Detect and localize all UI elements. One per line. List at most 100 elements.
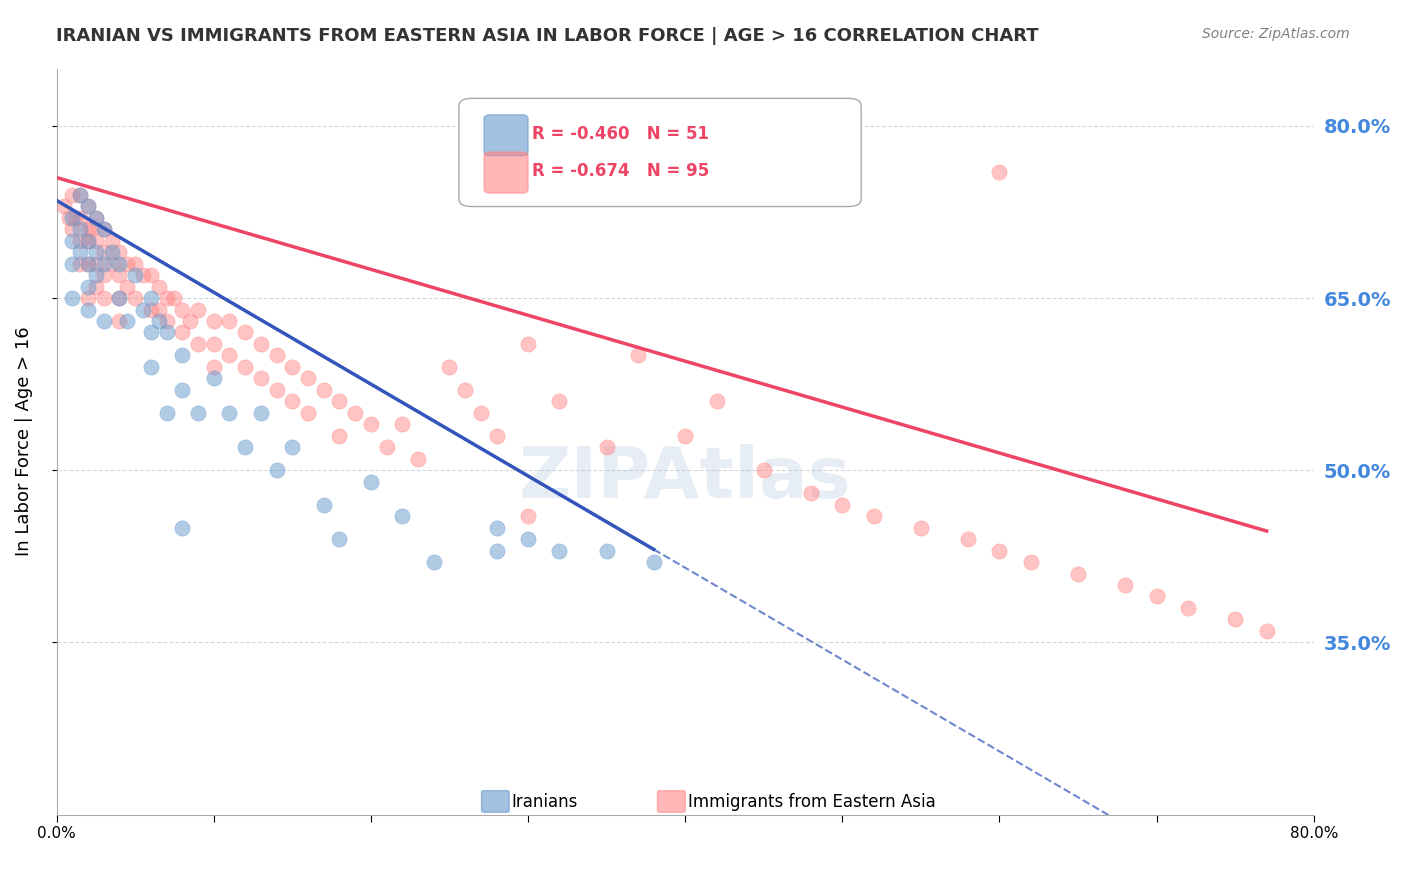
Y-axis label: In Labor Force | Age > 16: In Labor Force | Age > 16 (15, 326, 32, 557)
Point (187, 302, 209, 317)
Point (69, 222, 91, 236)
Point (93, 222, 115, 236)
Point (218, 348, 240, 362)
Point (100, 245, 122, 260)
Point (673, 429, 696, 443)
Text: IRANIAN VS IMMIGRANTS FROM EASTERN ASIA IN LABOR FORCE | AGE > 16 CORRELATION CH: IRANIAN VS IMMIGRANTS FROM EASTERN ASIA … (56, 27, 1039, 45)
Point (281, 359, 304, 374)
Point (84, 234, 107, 248)
Point (60, 257, 83, 271)
Text: Iranians: Iranians (512, 793, 578, 811)
Point (77, 279, 100, 293)
Point (281, 394, 304, 409)
Point (202, 314, 225, 328)
Point (148, 314, 170, 328)
Point (218, 314, 240, 328)
Point (100, 257, 122, 271)
Point (312, 383, 335, 397)
Point (548, 394, 571, 409)
Point (595, 440, 617, 454)
Point (406, 451, 429, 466)
Point (139, 302, 162, 317)
Point (69, 187, 91, 202)
Point (548, 543, 571, 558)
Point (124, 257, 146, 271)
Point (77, 199, 100, 213)
Point (132, 302, 155, 317)
Point (69, 257, 91, 271)
Point (108, 291, 131, 305)
Point (80, 222, 103, 236)
Point (910, 520, 932, 534)
Point (233, 326, 256, 340)
Point (862, 509, 884, 524)
Point (163, 291, 186, 305)
Point (108, 268, 131, 282)
Point (328, 429, 350, 443)
Point (1067, 566, 1090, 581)
Point (93, 291, 115, 305)
Point (69, 187, 91, 202)
Point (124, 291, 146, 305)
Point (485, 543, 508, 558)
Point (77, 199, 100, 213)
Point (360, 475, 382, 489)
Point (77, 291, 100, 305)
Point (117, 279, 139, 293)
Point (800, 486, 823, 500)
Text: R = -0.674   N = 95: R = -0.674 N = 95 (531, 162, 709, 180)
Text: Immigrants from Eastern Asia: Immigrants from Eastern Asia (688, 793, 935, 811)
Point (988, 543, 1011, 558)
Point (172, 302, 194, 317)
Point (233, 440, 256, 454)
Point (108, 291, 131, 305)
Point (706, 394, 728, 409)
Point (156, 326, 179, 340)
Point (627, 348, 650, 362)
Point (139, 359, 162, 374)
Point (156, 291, 179, 305)
Point (84, 245, 107, 260)
Point (148, 279, 170, 293)
Point (179, 314, 201, 328)
Point (187, 337, 209, 351)
FancyBboxPatch shape (484, 152, 529, 193)
Point (643, 555, 665, 569)
Point (1114, 578, 1136, 592)
Point (84, 211, 107, 225)
Point (439, 359, 461, 374)
Point (281, 440, 304, 454)
Point (312, 498, 335, 512)
Point (77, 257, 100, 271)
Point (65, 211, 87, 225)
Point (84, 257, 107, 271)
Point (100, 234, 122, 248)
Point (485, 520, 508, 534)
Point (297, 371, 319, 385)
Point (108, 245, 131, 260)
Point (156, 406, 179, 420)
Point (266, 463, 288, 477)
Point (297, 406, 319, 420)
Point (60, 222, 83, 236)
Point (77, 222, 100, 236)
Point (391, 417, 413, 432)
Point (58, 211, 80, 225)
Point (148, 302, 170, 317)
Point (69, 211, 91, 225)
Text: R = -0.460   N = 51: R = -0.460 N = 51 (531, 125, 709, 144)
Point (1256, 624, 1278, 638)
Point (233, 359, 256, 374)
Point (53, 199, 76, 213)
Point (139, 326, 162, 340)
Point (93, 257, 115, 271)
Text: ZIPAtlas: ZIPAtlas (519, 444, 852, 513)
Point (77, 234, 100, 248)
FancyBboxPatch shape (658, 790, 685, 813)
Point (454, 383, 477, 397)
Point (202, 359, 225, 374)
Point (156, 314, 179, 328)
Point (60, 291, 83, 305)
Point (108, 257, 131, 271)
Point (202, 371, 225, 385)
